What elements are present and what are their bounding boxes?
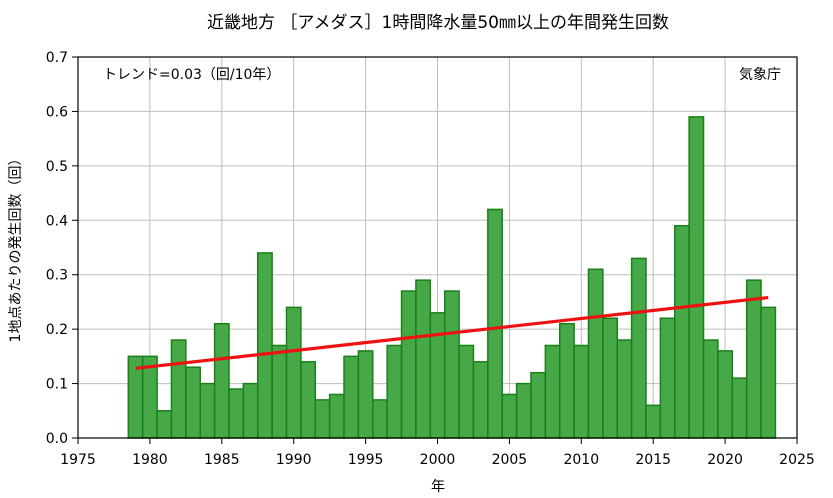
x-tick-label: 1985 xyxy=(204,452,240,468)
y-tick-label: 0.5 xyxy=(46,159,68,175)
y-tick-label: 0.3 xyxy=(46,268,68,284)
bar xyxy=(501,393,518,439)
x-axis: 1975 1980 1985 1990 1995 2000 2005 2010 2015 2020… xyxy=(60,438,815,468)
y-axis-label: 1地点あたりの発生回数（回） xyxy=(8,152,24,343)
trend-annotation: トレンド=0.03（回/10年） xyxy=(103,67,280,83)
x-tick-label: 2000 xyxy=(420,452,456,468)
y-tick-label: 0.2 xyxy=(46,322,68,338)
x-axis-label: 年 xyxy=(431,479,445,495)
y-axis: 0.0 0.1 0.2 0.3 0.4 0.5 0.6 0.7 xyxy=(46,50,78,447)
bar xyxy=(400,290,417,439)
bar xyxy=(443,290,460,439)
bar xyxy=(515,382,532,439)
x-tick-label: 1995 xyxy=(348,452,384,468)
bar xyxy=(357,350,374,439)
bar xyxy=(630,257,647,439)
trend-line-segment xyxy=(135,295,769,370)
bar xyxy=(429,312,446,439)
bar xyxy=(415,279,432,439)
bar xyxy=(242,382,259,439)
bar xyxy=(343,355,360,439)
bar xyxy=(688,116,705,439)
bar xyxy=(530,371,547,439)
bar xyxy=(458,344,475,439)
bar xyxy=(386,344,403,439)
x-tick-label: 2015 xyxy=(635,452,671,468)
bar xyxy=(213,322,230,439)
bar xyxy=(702,339,719,439)
bar xyxy=(674,224,690,439)
bar xyxy=(472,361,489,439)
bar xyxy=(659,317,676,439)
x-tick-label: 2020 xyxy=(707,452,743,468)
bar xyxy=(731,377,748,439)
x-tick-label: 2025 xyxy=(779,452,815,468)
bar xyxy=(300,361,317,439)
y-tick-label: 0.4 xyxy=(46,213,68,229)
x-tick-label: 2005 xyxy=(492,452,528,468)
bar xyxy=(573,344,590,439)
bar xyxy=(544,344,561,439)
bar xyxy=(228,388,245,439)
bar xyxy=(558,322,575,439)
y-tick-label: 0.1 xyxy=(46,377,68,393)
bar xyxy=(314,399,331,439)
bar xyxy=(760,306,777,439)
y-tick-label: 0.0 xyxy=(46,431,68,447)
y-tick-label: 0.7 xyxy=(46,50,68,66)
bars xyxy=(127,116,777,439)
bar xyxy=(372,399,388,439)
bar xyxy=(587,268,604,439)
bar xyxy=(745,279,762,439)
bar xyxy=(170,339,187,439)
bar xyxy=(487,208,503,439)
bar xyxy=(271,344,288,439)
bar xyxy=(257,252,273,439)
bar xyxy=(645,404,662,439)
source-label: 気象庁 xyxy=(739,67,781,83)
bar xyxy=(602,317,618,439)
y-tick-label: 0.6 xyxy=(46,104,68,120)
x-tick-label: 1980 xyxy=(132,452,168,468)
bar xyxy=(156,410,173,439)
bar xyxy=(199,382,216,439)
bar xyxy=(717,350,734,439)
bar xyxy=(285,306,302,439)
bar xyxy=(185,366,201,439)
trend-line xyxy=(135,295,769,370)
bar xyxy=(616,339,633,439)
chart-title: 近畿地方 ［アメダス］1時間降水量50㎜以上の年間発生回数 xyxy=(207,13,669,33)
bar xyxy=(328,393,345,439)
x-tick-label: 1975 xyxy=(60,452,96,468)
x-tick-label: 2010 xyxy=(563,452,599,468)
x-tick-label: 1990 xyxy=(276,452,312,468)
